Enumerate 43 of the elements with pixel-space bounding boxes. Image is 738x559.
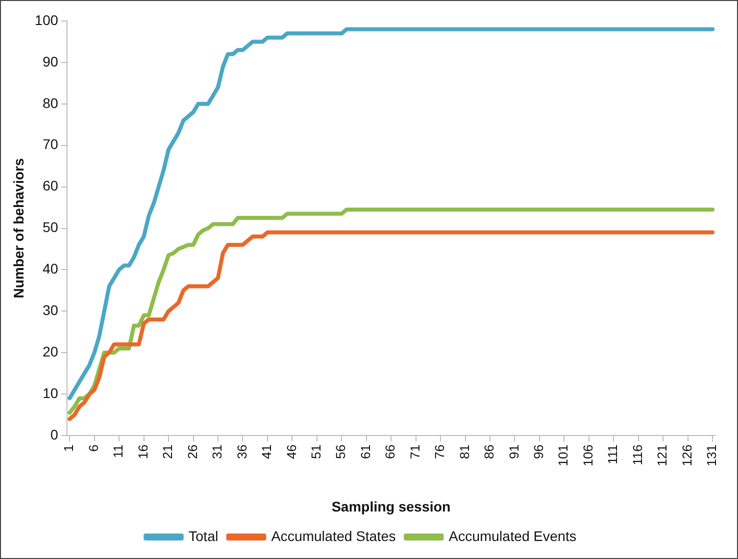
x-tick-label: 96 — [531, 444, 546, 459]
x-tick-label: 61 — [358, 444, 373, 459]
x-tick-label: 71 — [407, 444, 422, 459]
x-axis-title: Sampling session — [332, 498, 451, 514]
y-tick-label: 20 — [42, 343, 58, 360]
y-tick-label: 60 — [42, 178, 58, 194]
x-tick-label: 6 — [86, 444, 101, 452]
x-tick-label: 21 — [160, 444, 176, 459]
x-tick-label: 26 — [184, 444, 200, 459]
x-tick-label: 51 — [308, 444, 324, 459]
x-tick-label: 86 — [482, 444, 497, 459]
x-tick-label: 76 — [432, 444, 448, 459]
y-axis-title: Number of behaviors — [10, 158, 26, 298]
x-tick-label: 101 — [556, 444, 571, 466]
y-tick-label: 50 — [42, 219, 58, 236]
x-tick-label: 91 — [506, 444, 522, 459]
x-tick-label: 66 — [382, 444, 398, 459]
x-tick-label: 11 — [110, 444, 126, 458]
x-tick-label: 126 — [679, 444, 694, 466]
y-tick-label: 0 — [50, 426, 58, 442]
y-tick-label: 30 — [42, 302, 58, 318]
x-tick-label: 131 — [704, 444, 720, 466]
x-tick-label: 106 — [580, 444, 596, 466]
y-tick-label: 70 — [42, 136, 58, 152]
y-tick-label: 80 — [42, 94, 58, 111]
y-tick-label: 40 — [42, 260, 58, 277]
legend-label: Accumulated Events — [448, 528, 576, 544]
y-tick-label: 100 — [34, 12, 58, 28]
x-tick-label: 16 — [135, 444, 150, 459]
x-tick-label: 111 — [605, 444, 620, 464]
x-tick-label: 56 — [333, 444, 348, 459]
x-tick-label: 81 — [456, 444, 472, 459]
x-tick-label: 36 — [234, 444, 250, 459]
x-tick-label: 116 — [630, 444, 645, 466]
legend-label: Accumulated States — [271, 528, 396, 544]
x-tick-label: 121 — [654, 444, 670, 466]
legend-label: Total — [188, 528, 218, 544]
x-tick-label: 1 — [61, 444, 76, 452]
x-tick-label: 41 — [259, 444, 274, 459]
y-tick-label: 10 — [42, 384, 58, 401]
x-tick-label: 46 — [284, 444, 299, 459]
y-tick-label: 90 — [42, 53, 58, 70]
x-tick-label: 31 — [210, 444, 225, 459]
